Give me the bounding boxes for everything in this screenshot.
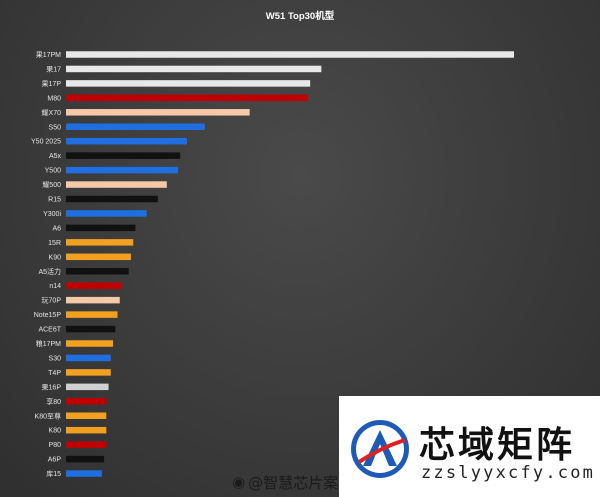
bar — [66, 137, 187, 145]
weibo-icon: ◉ — [232, 473, 246, 491]
category-label: 果17PM — [36, 51, 61, 59]
category-label: 享80 — [46, 397, 61, 406]
category-label: A6 — [52, 225, 61, 232]
bar — [66, 268, 129, 275]
category-label: K90 — [49, 254, 62, 261]
bar — [66, 253, 131, 261]
bar — [66, 398, 107, 405]
bar — [66, 195, 158, 203]
category-label: A5活力 — [38, 267, 61, 276]
logo-title: 芯域矩阵 — [419, 425, 576, 466]
weibo-watermark: ◉ @智慧芯片案 — [232, 470, 338, 494]
category-label: 耀500 — [42, 180, 61, 189]
category-label: 15R — [48, 240, 61, 247]
chart-title: W51 Top30机型 — [266, 10, 335, 22]
category-label: 耀X70 — [42, 108, 62, 117]
category-label: A6P — [48, 457, 62, 464]
category-label: K80至尊 — [35, 411, 61, 420]
category-label: 果17P — [42, 80, 62, 88]
category-label: T4P — [48, 370, 61, 377]
bar — [66, 109, 250, 116]
bar — [66, 311, 118, 318]
bar — [66, 426, 107, 434]
bar — [66, 65, 322, 73]
category-label: Y300i — [43, 211, 61, 218]
bar — [66, 383, 109, 391]
category-label: Y500 — [45, 168, 61, 175]
logo-watermark: 芯域矩阵 zzslyyxcfy.com — [339, 396, 600, 497]
category-label: n14 — [49, 283, 61, 290]
bar — [66, 441, 107, 448]
bar — [66, 340, 114, 347]
category-label: K80 — [49, 428, 62, 435]
bar — [66, 282, 122, 289]
bar — [66, 94, 308, 102]
bar — [66, 224, 136, 232]
category-label: 果17 — [46, 65, 61, 73]
bar — [66, 80, 311, 87]
bar — [66, 369, 111, 376]
category-label: Note15P — [34, 312, 62, 319]
category-label: 库15 — [46, 469, 61, 478]
bar — [66, 181, 167, 188]
bar — [66, 296, 120, 304]
bar — [66, 166, 178, 174]
bar — [66, 51, 514, 58]
category-label: M80 — [47, 95, 61, 102]
bar — [66, 123, 205, 130]
category-label: P80 — [49, 442, 62, 449]
bar — [66, 152, 181, 159]
bar — [66, 239, 134, 246]
category-label: R15 — [48, 197, 61, 204]
building-emblem-icon — [351, 420, 409, 478]
category-label: A5x — [49, 153, 62, 160]
category-label: 玩70P — [42, 297, 62, 305]
category-label: 果16P — [42, 383, 62, 391]
category-label: ACE6T — [38, 327, 61, 334]
weibo-handle: @智慧芯片案 — [248, 473, 339, 492]
bar — [66, 325, 116, 333]
category-label: 粮17PM — [36, 339, 61, 348]
bar — [66, 470, 102, 477]
bar — [66, 455, 105, 463]
category-label: S50 — [49, 124, 62, 131]
bar — [66, 210, 147, 217]
logo-url: zzslyyxcfy.com — [421, 463, 596, 483]
bar — [66, 412, 107, 419]
bars-layer: 果17PM 果17 果17P M80 耀X70 S50 Y50 2025 A5x Y500 耀50… — [31, 51, 514, 478]
category-label: Y50 2025 — [31, 139, 61, 146]
bar — [66, 354, 111, 362]
category-label: S30 — [49, 355, 62, 362]
